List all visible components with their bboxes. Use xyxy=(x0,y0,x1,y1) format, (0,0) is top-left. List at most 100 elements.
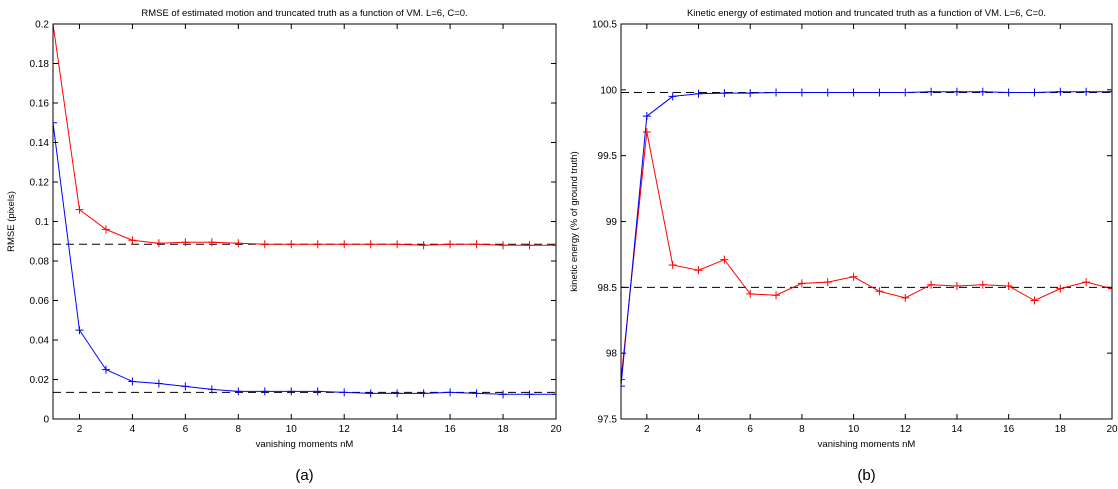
x-tick-label: 4 xyxy=(696,424,702,435)
series-2-point xyxy=(154,379,163,388)
y-tick-label: 0.2 xyxy=(35,20,49,31)
y-tick-label: 0.14 xyxy=(30,138,50,149)
x-tick-label: 18 xyxy=(1055,424,1067,435)
x-axis-label: vanishing moments nM xyxy=(256,439,354,450)
series-1-point xyxy=(927,280,936,289)
series-2-line xyxy=(621,91,1112,387)
series-2-point xyxy=(313,387,322,396)
y-tick-label: 100 xyxy=(600,85,617,96)
series-1-point xyxy=(875,287,884,296)
series-2-point xyxy=(1108,87,1112,96)
series-2-point xyxy=(797,88,806,97)
series-1-point xyxy=(720,255,729,264)
series-2-point xyxy=(952,87,961,96)
y-tick-label: 100.5 xyxy=(592,20,617,31)
series-1-point xyxy=(1056,284,1065,293)
x-tick-label: 12 xyxy=(339,424,351,435)
x-tick-label: 16 xyxy=(1003,424,1015,435)
series-2-point xyxy=(181,382,190,391)
y-axis-label: RMSE (pixels) xyxy=(6,191,17,252)
x-tick-label: 6 xyxy=(183,424,189,435)
series-2-point xyxy=(1004,88,1013,97)
series-2-line xyxy=(53,122,556,395)
x-tick-label: 2 xyxy=(644,424,650,435)
series-1-point xyxy=(797,279,806,288)
x-tick-label: 12 xyxy=(900,424,912,435)
series-1-point xyxy=(128,236,137,245)
y-tick-label: 98.5 xyxy=(598,283,618,294)
series-2-point xyxy=(499,390,508,399)
y-tick-label: 0.16 xyxy=(30,99,50,110)
series-1-point xyxy=(207,238,216,247)
series-1-point xyxy=(446,240,455,249)
series-1-point xyxy=(823,278,832,287)
series-1-point xyxy=(901,293,910,302)
series-1-point xyxy=(181,238,190,247)
series-1-point xyxy=(499,241,508,250)
chart-a: 2 4 6 8 10 12 14 16 18 20 0 0.02 0.04 0.06 0.08 0.1 0.12… xyxy=(6,8,562,484)
series-2-point xyxy=(340,388,349,397)
series-1-point xyxy=(234,239,243,248)
y-tick-label: 98 xyxy=(606,349,618,360)
y-tick-label: 0.18 xyxy=(30,59,50,70)
series-1-point xyxy=(552,241,556,250)
series-2-point xyxy=(260,387,269,396)
series-1-point xyxy=(978,280,987,289)
series-1-point xyxy=(340,240,349,249)
series-2-point xyxy=(849,88,858,97)
series-1-point xyxy=(260,240,269,249)
series-2-point xyxy=(472,389,481,398)
series-1-point xyxy=(621,375,625,384)
series-2-point xyxy=(642,112,651,121)
y-tick-label: 97.5 xyxy=(598,415,618,426)
series-2-point xyxy=(101,365,110,374)
x-tick-label: 8 xyxy=(236,424,242,435)
series-2-point xyxy=(75,326,84,335)
series-2-point xyxy=(446,388,455,397)
series-2-point xyxy=(720,89,729,98)
series-1-point xyxy=(101,225,110,234)
series-1-point xyxy=(472,240,481,249)
series-2-point xyxy=(746,89,755,98)
series-1-point xyxy=(1004,282,1013,291)
series-1-point xyxy=(525,241,534,250)
series-2-point xyxy=(875,88,884,97)
series-2-point xyxy=(621,382,625,391)
x-tick-label: 18 xyxy=(497,424,509,435)
x-tick-label: 6 xyxy=(747,424,753,435)
series-1-point xyxy=(75,205,84,214)
series-2-point xyxy=(901,88,910,97)
y-axis-label: kinetic energy (% of ground truth) xyxy=(569,151,580,291)
series-1-point xyxy=(154,239,163,248)
series-2-point xyxy=(1082,87,1091,96)
series-2-point xyxy=(772,88,781,97)
series-2-point xyxy=(128,377,137,386)
y-tick-label: 0.1 xyxy=(35,217,49,228)
plot-layer xyxy=(53,24,556,399)
x-tick-label: 16 xyxy=(445,424,457,435)
x-tick-label: 20 xyxy=(550,424,562,435)
series-1-point xyxy=(746,289,755,298)
series-1-point xyxy=(642,127,651,136)
series-2-point xyxy=(234,387,243,396)
x-tick-label: 14 xyxy=(392,424,404,435)
series-1-point xyxy=(668,260,677,269)
chart-b: 2 4 6 8 10 12 14 16 18 20 97.5 98 98.5 99 99.5 100 100.5… xyxy=(569,8,1118,484)
y-tick-label: 0.04 xyxy=(30,336,50,347)
series-2-point xyxy=(366,389,375,398)
x-axis-label: vanishing moments nM xyxy=(818,439,916,450)
x-tick-label: 10 xyxy=(848,424,860,435)
y-tick-label: 99 xyxy=(606,217,618,228)
series-2-point xyxy=(978,87,987,96)
series-2-point xyxy=(1056,87,1065,96)
y-tick-label: 0.06 xyxy=(30,296,50,307)
chart-title: RMSE of estimated motion and truncated t… xyxy=(141,8,467,19)
x-tick-label: 4 xyxy=(130,424,136,435)
series-2-point xyxy=(287,387,296,396)
series-1-point xyxy=(366,240,375,249)
series-1-point xyxy=(1030,296,1039,305)
series-1-point xyxy=(287,240,296,249)
y-tick-label: 0.02 xyxy=(30,375,50,386)
series-1-point xyxy=(952,282,961,291)
series-1-point xyxy=(313,240,322,249)
